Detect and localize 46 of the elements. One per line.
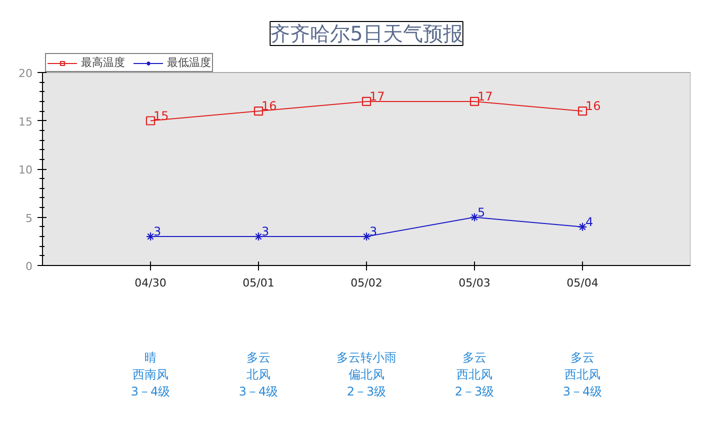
data-label: 5: [478, 205, 486, 220]
x-tick-label: 05/01: [242, 276, 274, 290]
text: 西北风: [456, 368, 492, 382]
text: 西南风: [132, 368, 168, 382]
point: [578, 222, 588, 232]
data-label: 17: [370, 89, 385, 104]
y-tick-label: 5: [26, 212, 32, 225]
data-label: 16: [586, 99, 601, 114]
text: 2－3级: [346, 384, 386, 398]
y-tick-label: 15: [18, 115, 33, 128]
chart-title: 齐齐哈尔5日天气预报: [270, 22, 463, 46]
x-tick-label: 05/02: [350, 276, 382, 290]
text: 3－4级: [238, 384, 278, 398]
point: [254, 106, 264, 116]
data-label: 3: [154, 224, 162, 239]
data-label: 17: [478, 89, 493, 104]
point: [470, 212, 480, 222]
text: 3－4级: [562, 384, 602, 398]
text: 多云: [246, 350, 270, 364]
point: [470, 96, 480, 106]
y-tick-label: 0: [26, 260, 32, 273]
text: 多云: [570, 350, 594, 364]
y-tick-label: 10: [18, 164, 33, 176]
text: 3－4级: [130, 384, 170, 398]
text: 晴: [144, 350, 156, 364]
point: [146, 116, 156, 126]
text: 西北风: [564, 368, 600, 382]
point: [362, 232, 372, 242]
data-label: 4: [586, 214, 594, 229]
y-tick-label: 20: [18, 67, 33, 80]
text: 多云: [462, 350, 486, 364]
text: 多云转小雨: [336, 350, 396, 364]
text: 北风: [246, 368, 270, 382]
data-label: 16: [262, 99, 277, 114]
x-tick-label: 05/04: [566, 276, 598, 290]
point: [254, 232, 264, 242]
point: [362, 96, 372, 106]
data-label: 3: [262, 224, 270, 239]
point: [146, 232, 156, 242]
x-tick-label: 04/30: [134, 276, 166, 290]
legend-label: 最高温度: [81, 55, 125, 70]
point: [578, 106, 588, 116]
legend-label: 最低温度: [167, 55, 211, 70]
text: 2－3级: [454, 384, 494, 398]
x-tick-label: 05/03: [458, 276, 490, 290]
text: 偏北风: [348, 368, 384, 382]
